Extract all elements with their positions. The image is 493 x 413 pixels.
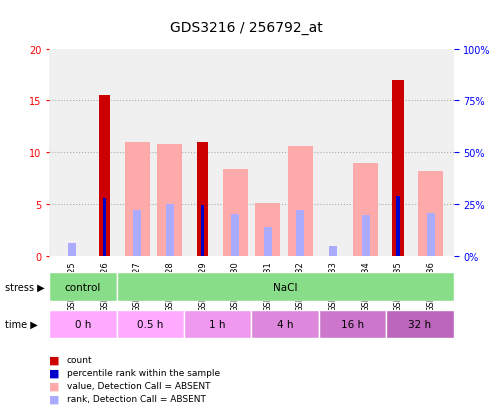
Bar bbox=[427, 214, 435, 256]
Bar bbox=[288, 147, 313, 256]
Text: ■: ■ bbox=[49, 394, 60, 404]
Text: GDS3216 / 256792_at: GDS3216 / 256792_at bbox=[170, 21, 323, 35]
Bar bbox=[231, 215, 239, 256]
Bar bbox=[392, 81, 404, 256]
Bar bbox=[197, 142, 208, 256]
FancyBboxPatch shape bbox=[49, 310, 117, 339]
Bar bbox=[353, 163, 378, 256]
Text: count: count bbox=[67, 355, 92, 364]
Text: value, Detection Call = ABSENT: value, Detection Call = ABSENT bbox=[67, 381, 210, 390]
Text: ■: ■ bbox=[49, 354, 60, 364]
Text: 0 h: 0 h bbox=[75, 319, 91, 329]
Bar bbox=[125, 142, 150, 256]
Text: rank, Detection Call = ABSENT: rank, Detection Call = ABSENT bbox=[67, 394, 206, 404]
FancyBboxPatch shape bbox=[184, 310, 251, 339]
Text: percentile rank within the sample: percentile rank within the sample bbox=[67, 368, 220, 377]
Text: 16 h: 16 h bbox=[341, 319, 364, 329]
FancyBboxPatch shape bbox=[49, 273, 117, 301]
Text: time ▶: time ▶ bbox=[5, 319, 37, 329]
Text: 0.5 h: 0.5 h bbox=[137, 319, 164, 329]
Text: ■: ■ bbox=[49, 368, 60, 377]
Text: stress ▶: stress ▶ bbox=[5, 282, 44, 292]
Text: 32 h: 32 h bbox=[408, 319, 431, 329]
Bar bbox=[222, 169, 247, 256]
FancyBboxPatch shape bbox=[251, 310, 319, 339]
Bar bbox=[329, 247, 337, 256]
Text: ■: ■ bbox=[49, 381, 60, 391]
FancyBboxPatch shape bbox=[386, 310, 454, 339]
Bar bbox=[133, 211, 141, 256]
Bar bbox=[68, 244, 76, 256]
Text: 1 h: 1 h bbox=[210, 319, 226, 329]
Text: NaCl: NaCl bbox=[273, 282, 297, 292]
Bar bbox=[103, 198, 106, 256]
Bar bbox=[157, 145, 182, 256]
Bar bbox=[255, 204, 281, 256]
Bar bbox=[166, 204, 174, 256]
FancyBboxPatch shape bbox=[117, 310, 184, 339]
Bar bbox=[418, 171, 443, 256]
Text: 4 h: 4 h bbox=[277, 319, 293, 329]
Bar bbox=[201, 205, 204, 256]
Bar bbox=[99, 96, 110, 256]
Bar bbox=[361, 216, 370, 256]
Bar bbox=[296, 211, 304, 256]
FancyBboxPatch shape bbox=[117, 273, 454, 301]
Bar bbox=[264, 227, 272, 256]
Text: control: control bbox=[65, 282, 101, 292]
FancyBboxPatch shape bbox=[319, 310, 386, 339]
Bar bbox=[396, 196, 400, 256]
